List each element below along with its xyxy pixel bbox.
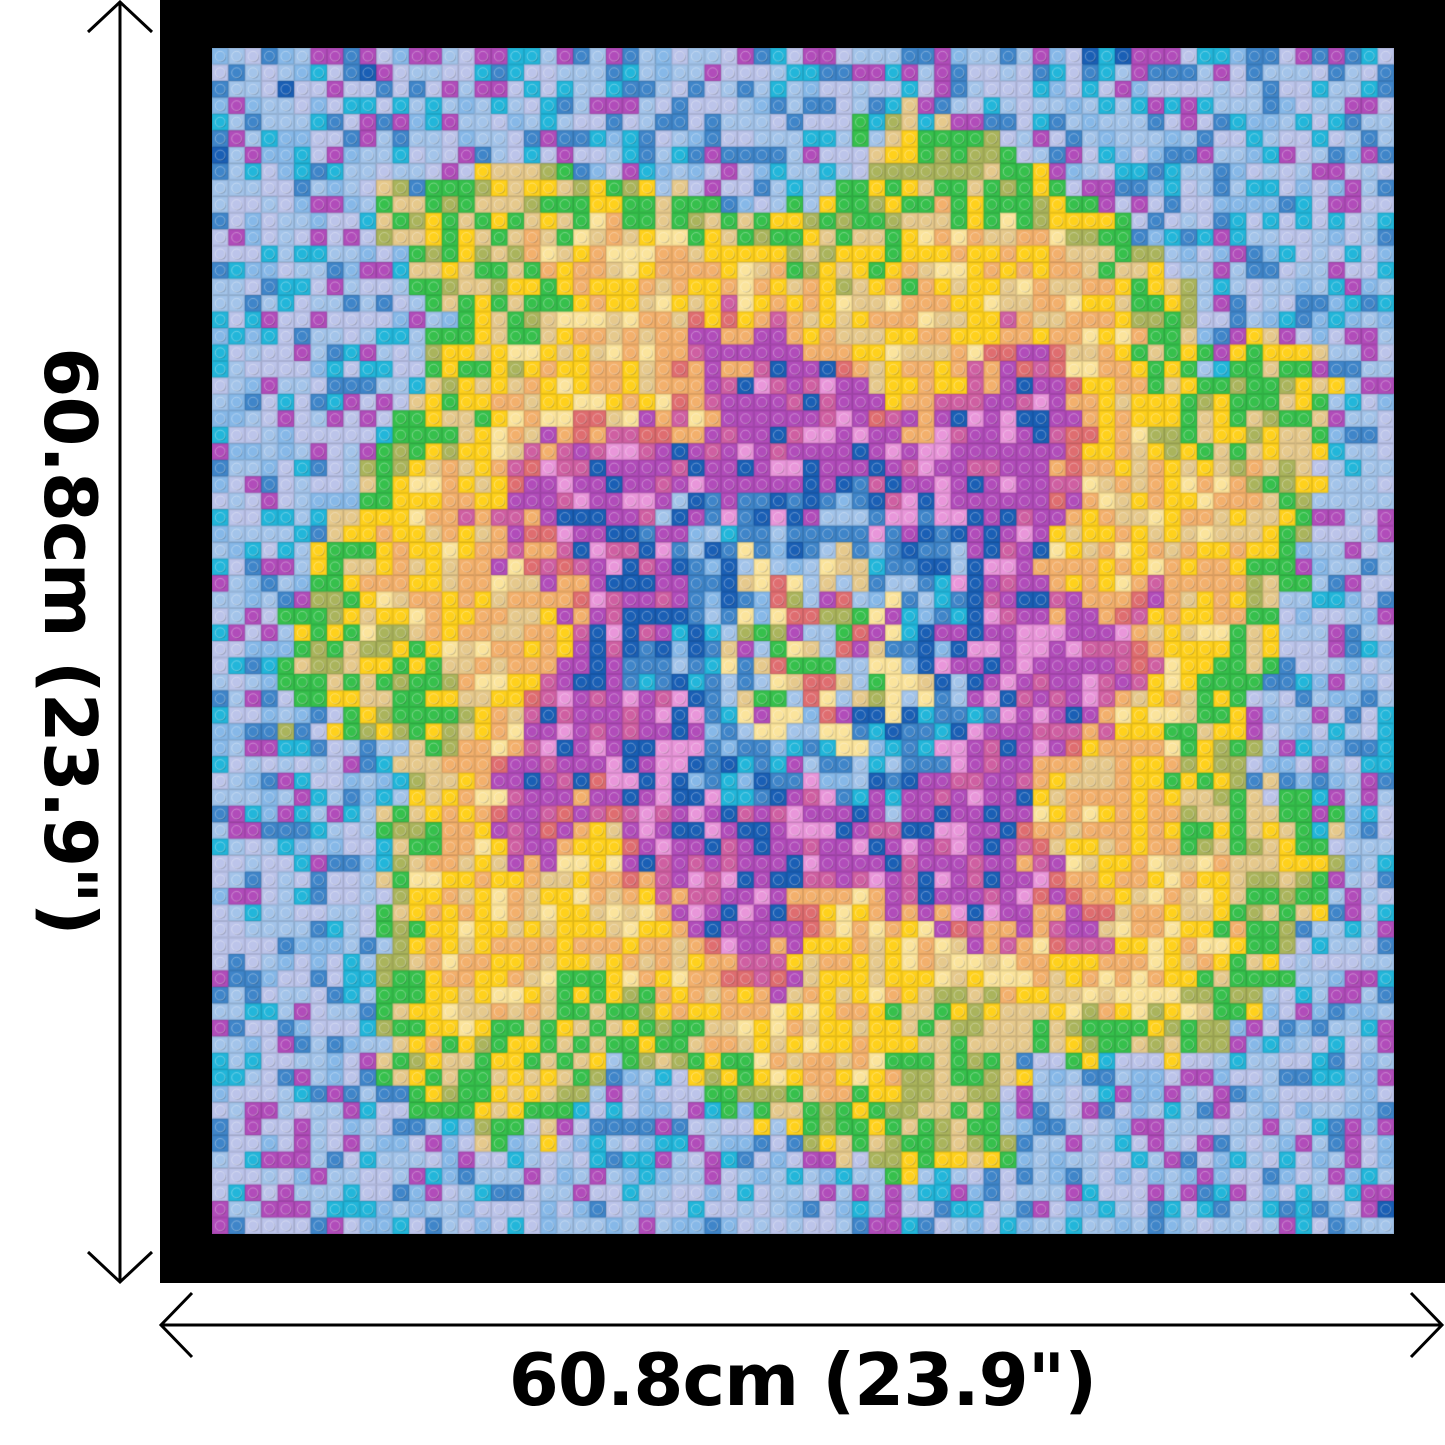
height-label: 60.8cm (23.9") bbox=[28, 347, 112, 935]
width-label: 60.8cm (23.9") bbox=[508, 1338, 1097, 1422]
width-arrow bbox=[158, 1291, 1445, 1359]
mosaic-image bbox=[212, 48, 1394, 1234]
height-arrow bbox=[86, 0, 154, 1285]
